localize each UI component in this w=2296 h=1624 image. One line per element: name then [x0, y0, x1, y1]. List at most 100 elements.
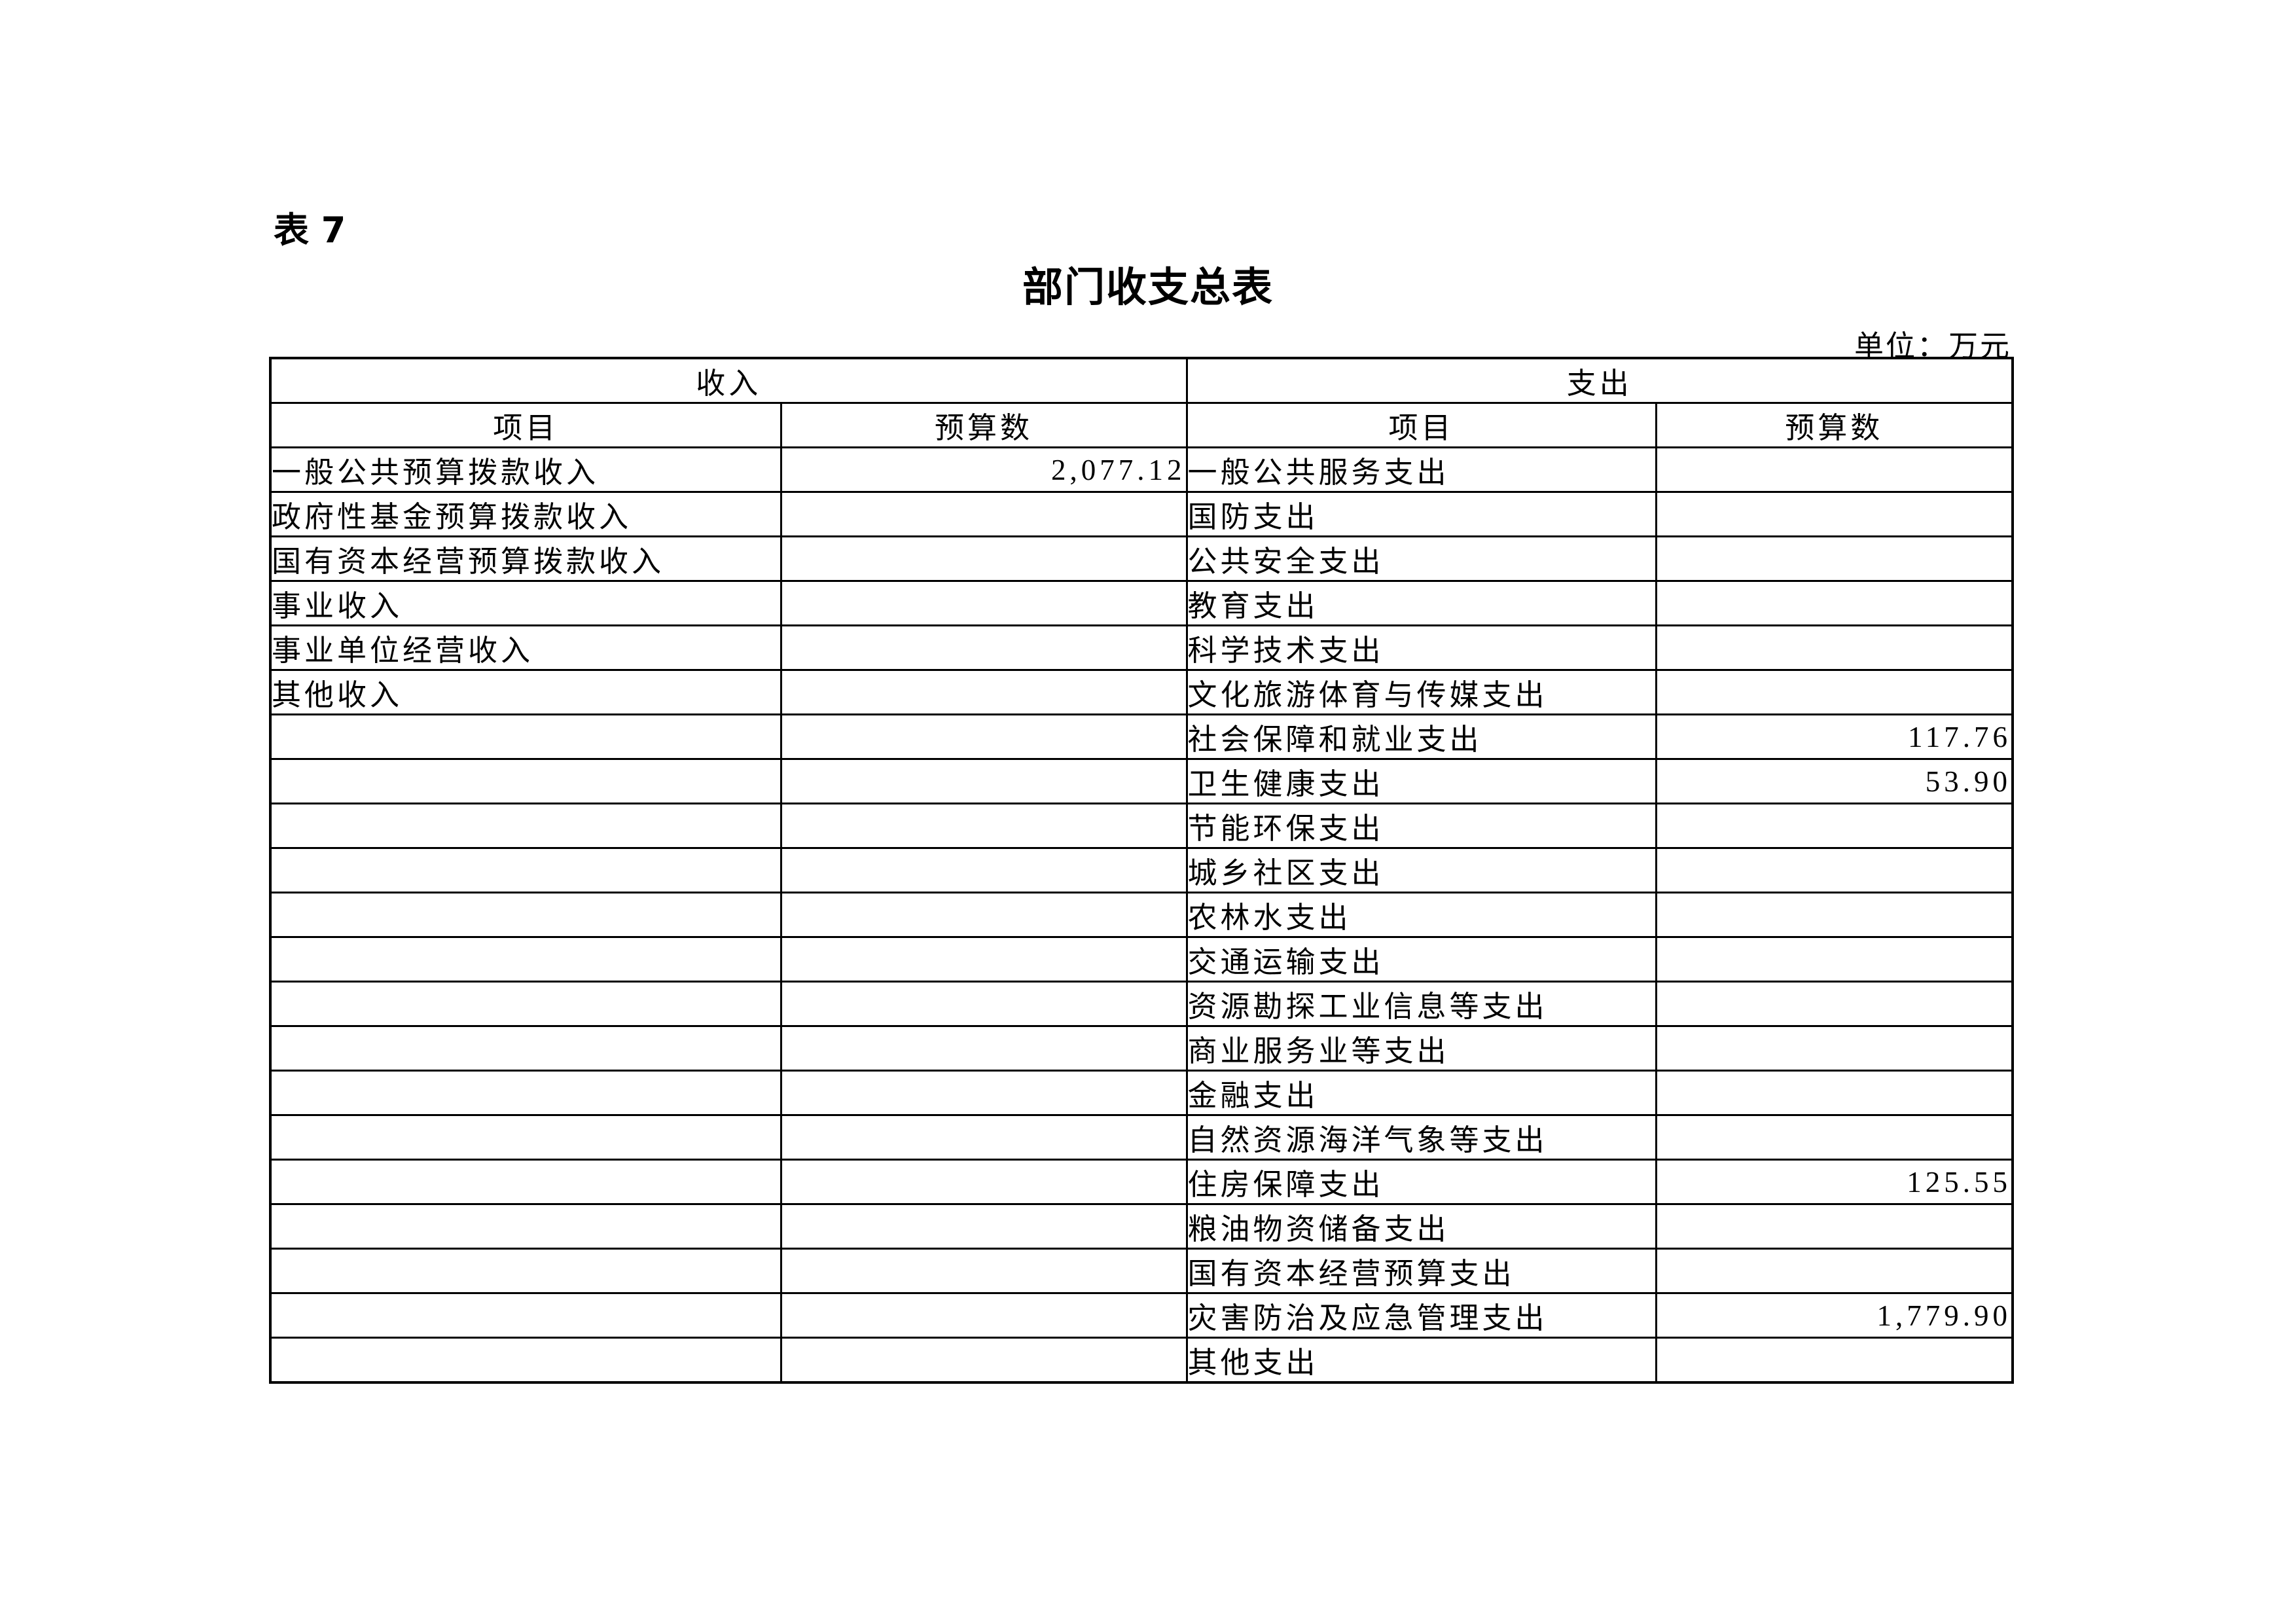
- table-row: 节能环保支出: [269, 803, 2014, 849]
- section-header-row: 收入 支出: [269, 357, 2014, 404]
- page-title: 部门收支总表: [1022, 263, 1274, 311]
- table-row: 灾害防治及应急管理支出 1,779.90: [269, 1292, 2014, 1339]
- expense-budget-cell: [1655, 847, 2014, 893]
- expense-item-cell: 商业服务业等支出: [1185, 1025, 1657, 1072]
- income-item-cell: [269, 936, 782, 983]
- budget-summary-table: 收入 支出 项目 预算数 项目 预算数 一般公共预算拨款收入 2,077.12 一般…: [269, 357, 2015, 1384]
- income-item-cell: [269, 1292, 782, 1339]
- expense-item-cell: 其他支出: [1185, 1337, 1657, 1384]
- income-budget-cell: [780, 1159, 1188, 1205]
- table-row: 其他支出: [269, 1337, 2014, 1384]
- income-item-cell: [269, 1159, 782, 1205]
- expense-budget-cell: [1655, 446, 2014, 493]
- income-item-column-header: 项目: [269, 402, 782, 448]
- expense-item-cell: 国有资本经营预算支出: [1185, 1248, 1657, 1294]
- income-budget-cell: [780, 1337, 1188, 1384]
- expense-item-cell: 一般公共服务支出: [1185, 446, 1657, 493]
- expense-budget-cell: 117.76: [1655, 713, 2014, 760]
- table-row: 政府性基金预算拨款收入 国防支出: [269, 491, 2014, 537]
- expense-budget-cell: 125.55: [1655, 1159, 2014, 1205]
- table-row: 其他收入 文化旅游体育与传媒支出: [269, 669, 2014, 715]
- income-item-cell: [269, 1337, 782, 1384]
- column-header-row: 项目 预算数 项目 预算数: [269, 402, 2014, 448]
- expense-budget-cell: [1655, 936, 2014, 983]
- income-budget-cell: 2,077.12: [780, 446, 1188, 493]
- expense-item-cell: 农林水支出: [1185, 892, 1657, 938]
- expense-item-cell: 粮油物资储备支出: [1185, 1203, 1657, 1250]
- income-budget-cell: [780, 580, 1188, 626]
- expense-budget-cell: [1655, 1337, 2014, 1384]
- table-row: 金融支出: [269, 1070, 2014, 1116]
- expense-budget-cell: [1655, 981, 2014, 1027]
- income-budget-cell: [780, 758, 1188, 804]
- table-body: 一般公共预算拨款收入 2,077.12 一般公共服务支出 政府性基金预算拨款收入 国防支…: [269, 446, 2014, 1384]
- expense-item-cell: 自然资源海洋气象等支出: [1185, 1114, 1657, 1161]
- table-row: 农林水支出: [269, 892, 2014, 938]
- expense-budget-cell: [1655, 491, 2014, 537]
- income-budget-cell: [780, 624, 1188, 671]
- income-item-cell: 政府性基金预算拨款收入: [269, 491, 782, 537]
- expense-item-cell: 文化旅游体育与传媒支出: [1185, 669, 1657, 715]
- income-budget-cell: [780, 1203, 1188, 1250]
- expense-budget-cell: [1655, 1114, 2014, 1161]
- table-row: 事业收入 教育支出: [269, 580, 2014, 626]
- expense-item-cell: 节能环保支出: [1185, 803, 1657, 849]
- expense-budget-cell: [1655, 669, 2014, 715]
- expense-item-cell: 公共安全支出: [1185, 535, 1657, 582]
- income-budget-cell: [780, 847, 1188, 893]
- table-row: 国有资本经营预算支出: [269, 1248, 2014, 1294]
- income-item-cell: [269, 1114, 782, 1161]
- table-row: 城乡社区支出: [269, 847, 2014, 893]
- expense-item-cell: 卫生健康支出: [1185, 758, 1657, 804]
- expense-budget-cell: 53.90: [1655, 758, 2014, 804]
- income-budget-cell: [780, 936, 1188, 983]
- expense-budget-cell: [1655, 892, 2014, 938]
- income-item-cell: 一般公共预算拨款收入: [269, 446, 782, 493]
- income-item-cell: [269, 758, 782, 804]
- expense-item-cell: 教育支出: [1185, 580, 1657, 626]
- income-budget-cell: [780, 669, 1188, 715]
- income-item-cell: [269, 713, 782, 760]
- expense-budget-cell: [1655, 1070, 2014, 1116]
- expense-item-cell: 住房保障支出: [1185, 1159, 1657, 1205]
- income-section-header: 收入: [269, 357, 1188, 404]
- income-budget-cell: [780, 1292, 1188, 1339]
- table-row: 商业服务业等支出: [269, 1025, 2014, 1072]
- income-budget-cell: [780, 803, 1188, 849]
- expense-budget-cell: [1655, 580, 2014, 626]
- expense-item-cell: 灾害防治及应急管理支出: [1185, 1292, 1657, 1339]
- expense-budget-cell: [1655, 1248, 2014, 1294]
- income-item-cell: 事业收入: [269, 580, 782, 626]
- expense-item-cell: 国防支出: [1185, 491, 1657, 537]
- income-budget-cell: [780, 491, 1188, 537]
- expense-budget-cell: 1,779.90: [1655, 1292, 2014, 1339]
- table-row: 资源勘探工业信息等支出: [269, 981, 2014, 1027]
- expense-item-column-header: 项目: [1185, 402, 1657, 448]
- income-budget-cell: [780, 1248, 1188, 1294]
- table-row: 一般公共预算拨款收入 2,077.12 一般公共服务支出: [269, 446, 2014, 493]
- income-item-cell: [269, 1248, 782, 1294]
- table-row: 社会保障和就业支出 117.76: [269, 713, 2014, 760]
- income-budget-cell: [780, 713, 1188, 760]
- table-row: 事业单位经营收入 科学技术支出: [269, 624, 2014, 671]
- table-row: 粮油物资储备支出: [269, 1203, 2014, 1250]
- expense-budget-cell: [1655, 1025, 2014, 1072]
- expense-item-cell: 社会保障和就业支出: [1185, 713, 1657, 760]
- table-row: 国有资本经营预算拨款收入 公共安全支出: [269, 535, 2014, 582]
- expense-budget-cell: [1655, 624, 2014, 671]
- table-row: 住房保障支出 125.55: [269, 1159, 2014, 1205]
- income-item-cell: 事业单位经营收入: [269, 624, 782, 671]
- expense-section-header: 支出: [1185, 357, 2014, 404]
- income-budget-cell: [780, 1114, 1188, 1161]
- income-item-cell: [269, 1070, 782, 1116]
- income-budget-cell: [780, 535, 1188, 582]
- table-row: 交通运输支出: [269, 936, 2014, 983]
- expense-item-cell: 交通运输支出: [1185, 936, 1657, 983]
- income-budget-cell: [780, 981, 1188, 1027]
- income-item-cell: [269, 1203, 782, 1250]
- income-item-cell: [269, 803, 782, 849]
- income-item-cell: [269, 981, 782, 1027]
- income-budget-cell: [780, 1070, 1188, 1116]
- income-budget-cell: [780, 1025, 1188, 1072]
- income-item-cell: 其他收入: [269, 669, 782, 715]
